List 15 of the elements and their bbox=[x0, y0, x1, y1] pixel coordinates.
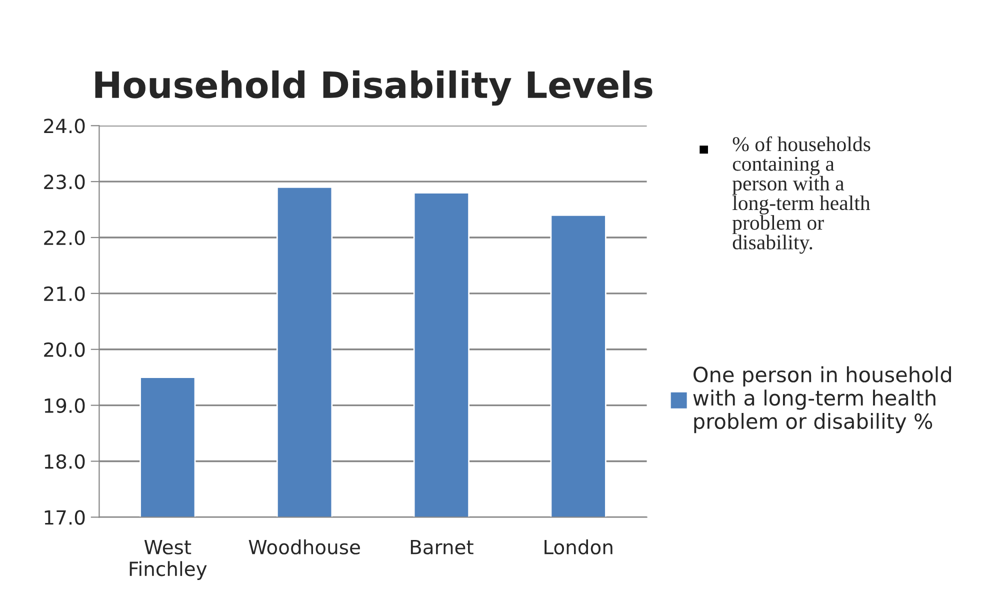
text: % of households containing a person with a long-term health problem or disability. bbox=[732, 136, 870, 254]
y-tick-label: 22.0 bbox=[44, 230, 85, 246]
chart-title: Household Disability Levels bbox=[95, 70, 652, 106]
y-tick-label: 23.0 bbox=[44, 174, 85, 190]
x-tick-label: London bbox=[544, 539, 612, 554]
legend-label: One person in household with a long-term health problem or disability % bbox=[693, 366, 951, 434]
x-tick-label: Barnet bbox=[410, 540, 474, 554]
y-tick-label: 19.0 bbox=[44, 398, 85, 413]
x-tick-label: West Finchley bbox=[130, 540, 207, 580]
y-tick-label: 18.0 bbox=[44, 454, 85, 469]
y-tick-label: 21.0 bbox=[44, 286, 85, 302]
x-tick-label: Woodhouse bbox=[248, 539, 360, 554]
y-tick-label: 17.0 bbox=[44, 510, 85, 525]
y-tick-label: 24.0 bbox=[44, 118, 85, 134]
y-tick-label: 20.0 bbox=[44, 342, 85, 358]
